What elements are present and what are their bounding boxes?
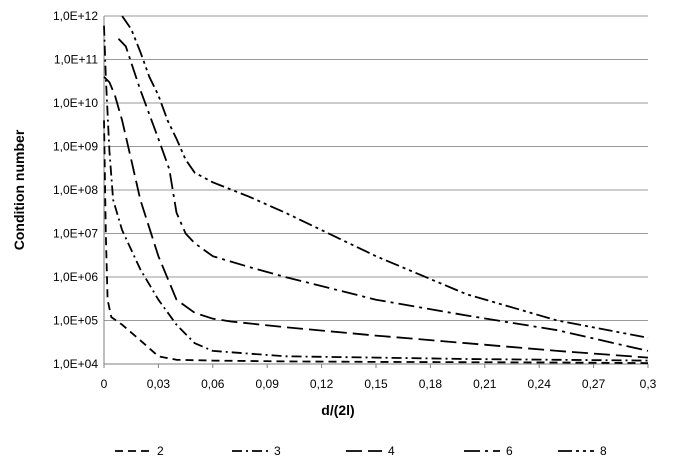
y-tick-label: 1,0E+08 — [53, 183, 98, 197]
gridlines — [104, 15, 648, 321]
x-tick-label: 0,21 — [473, 377, 497, 391]
x-tick-label: 0,27 — [582, 377, 606, 391]
y-tick-label: 1,0E+07 — [53, 227, 98, 241]
y-tick-label: 1,0E+11 — [54, 53, 98, 67]
series-line-6 — [117, 38, 649, 352]
legend-label-8: 8 — [600, 444, 607, 458]
legend: 2 3 4 6 8 — [115, 444, 607, 458]
legend-label-6: 6 — [506, 444, 513, 458]
series-line-8 — [121, 15, 649, 339]
y-tick-label: 1,0E+12 — [53, 9, 98, 23]
series-line-3 — [103, 25, 649, 362]
x-tick-label: 0,18 — [419, 377, 443, 391]
x-tick-label: 0,03 — [147, 377, 171, 391]
x-tick-label: 0,24 — [528, 377, 552, 391]
y-tick-label: 1,0E+10 — [53, 96, 98, 110]
y-axis-label: Condition number — [11, 129, 27, 250]
series-line-2 — [103, 120, 649, 364]
y-tick-label: 1,0E+04 — [53, 357, 98, 371]
x-axis-label: d/(2l) — [321, 402, 354, 418]
x-tick-label: 0,09 — [256, 377, 280, 391]
y-tick-label: 1,0E+05 — [53, 314, 98, 328]
x-tick-label: 0,12 — [310, 377, 334, 391]
y-tick-label: 1,0E+09 — [53, 140, 98, 154]
series-lines — [103, 15, 649, 364]
legend-label-4: 4 — [388, 444, 395, 458]
x-tick-label: 0 — [101, 377, 108, 391]
x-tick-label: 0,06 — [201, 377, 225, 391]
x-tick-labels: 0 0,03 0,06 0,09 0,12 0,15 0,18 0,21 0,24 0,27 0,3 — [101, 364, 657, 391]
legend-label-2: 2 — [157, 444, 164, 458]
series-line-4 — [103, 76, 649, 359]
x-tick-label: 0,15 — [364, 377, 388, 391]
y-tick-labels: 1,0E+04 1,0E+05 1,0E+06 1,0E+07 1,0E+08 1,0E+… — [53, 9, 98, 371]
y-tick-label: 1,0E+06 — [53, 270, 98, 284]
legend-label-3: 3 — [274, 444, 281, 458]
x-tick-label: 0,3 — [640, 377, 657, 391]
